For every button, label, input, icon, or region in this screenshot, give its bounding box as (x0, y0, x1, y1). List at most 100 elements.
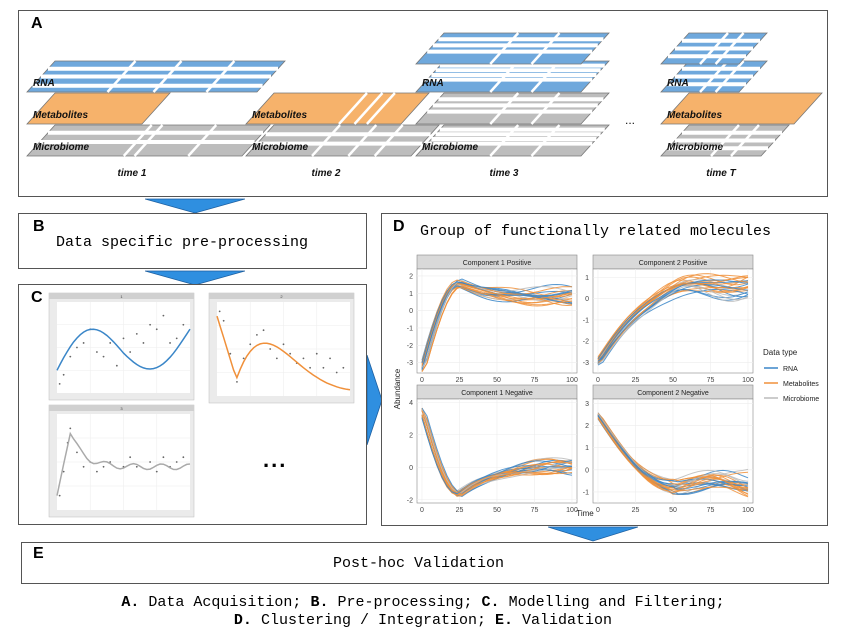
mini-plot-rna-point-9 (115, 364, 118, 367)
mini-plot-microbiome-point-7 (96, 470, 98, 473)
facet-2-series-20 (597, 285, 749, 365)
facet-1-xtick-3: 75 (531, 377, 539, 384)
facet-3-xtick-3: 75 (531, 507, 539, 514)
facet-4-ytick-3: 0 (585, 467, 589, 474)
mini-plot-rna-point-0 (58, 383, 61, 385)
time1-microbiome-layer-col-1 (133, 124, 164, 157)
panel-c: C 1 2 3 ... (18, 284, 367, 525)
facet-3-xtick-2: 50 (493, 507, 501, 514)
time3-top-layer-col-1 (530, 32, 561, 65)
facet-4-xtick-4: 100 (742, 507, 754, 514)
panel-d-title: Group of functionally related molecules (420, 223, 772, 240)
timeT-rna-layer-label: RNA (667, 78, 689, 89)
panel-c-ellipsis: ... (263, 447, 288, 472)
facet-2-xtick-1: 25 (632, 377, 640, 384)
time3-middle-layer-col-1 (530, 92, 561, 125)
facet-1-series-21 (421, 279, 573, 362)
caption-line-2: D. Clustering / Integration; E. Validati… (0, 612, 846, 629)
caption-key-e: E. (495, 612, 514, 629)
facet-4-series-23 (597, 417, 749, 495)
facet-3-xtick-4: 100 (566, 507, 578, 514)
facet-4-series-19 (597, 414, 749, 490)
caption-text-b: Pre-processing; (337, 594, 473, 611)
mini-plot-metabolites-trend-line (216, 315, 351, 391)
caption-text-e: Validation (522, 612, 613, 629)
time3-microbiome-layer: Microbiome (415, 124, 610, 157)
mini-plot-metabolites-title: 2 (280, 294, 283, 299)
facet-4-title: Component 2 Negative (637, 390, 709, 397)
timeT-rna-layer: RNA (660, 60, 768, 93)
mini-plot-metabolites-point-18 (335, 371, 338, 374)
facet-1-xtick-4: 100 (566, 377, 578, 384)
panel-d: D Group of functionally related molecule… (381, 213, 828, 526)
mini-plot-rna-point-2 (69, 355, 72, 358)
facet-1-series-22 (421, 281, 573, 364)
time1-metabolites-layer-label: Metabolites (33, 110, 88, 121)
time3-top-layer (415, 32, 610, 65)
panel-a-diagram: Microbiome Metabolites RNA Microbiome Metabo… (26, 32, 823, 179)
panel-a-label: A (31, 15, 43, 32)
caption-key-b: B. (310, 594, 329, 611)
x-axis-label: Time (576, 509, 594, 518)
time-label-2: time 2 (312, 168, 341, 179)
arrow-c-to-d (366, 355, 383, 445)
mini-plot-rna-point-4 (82, 342, 85, 344)
mini-plot-metabolites-point-2 (229, 352, 232, 355)
mini-plot-microbiome-point-15 (162, 456, 165, 459)
panel-b-label: B (33, 218, 45, 235)
time2-metabolites-layer-sheet (245, 92, 430, 125)
facet-2-xtick-3: 75 (707, 377, 715, 384)
time1-microbiome-layer-col-2 (187, 124, 218, 157)
mini-plot-microbiome-point-4 (76, 451, 78, 454)
time1-microbiome-layer-col-0 (122, 124, 153, 157)
facet-1-title: Component 1 Positive (463, 260, 532, 267)
mini-plot-metabolites-point-5 (249, 343, 252, 346)
facet-4-series-21 (597, 418, 749, 492)
facet-1-series-16 (421, 285, 573, 370)
facet-1-ytick-5: -3 (407, 360, 413, 367)
facet-4-xtick-1: 25 (632, 507, 640, 514)
mini-plot-microbiome-point-11 (129, 456, 132, 459)
facet-2-series-23 (597, 275, 749, 358)
caption-text-a: Data Acquisition; (148, 594, 302, 611)
mini-plot-metabolites: 2 (208, 292, 355, 404)
timeT-microbiome-layer: Microbiome (660, 124, 790, 157)
mini-plot-metabolites-point-11 (289, 352, 292, 355)
mini-plot-microbiome: 3 (48, 404, 195, 518)
panel-e-title: Post-hoc Validation (333, 555, 505, 572)
legend-label-1: RNA (783, 366, 798, 373)
mini-plot-metabolites-point-15 (315, 352, 318, 355)
time3-rna-layer-col-1 (530, 60, 561, 93)
mini-plot-rna-point-14 (149, 323, 152, 326)
timeT-top-layer-col-0 (699, 32, 729, 65)
panel-a-ellipsis: ... (625, 113, 635, 127)
facet-1-ytick-4: -2 (407, 343, 413, 350)
mini-plot-microbiome-point-13 (149, 461, 152, 463)
mini-plot-rna-point-6 (96, 351, 98, 353)
time3-microbiome-layer-label: Microbiome (422, 142, 479, 153)
facet-2-xtick-2: 50 (669, 377, 677, 384)
time2-microbiome-layer-col-1 (347, 124, 378, 157)
mini-plot-metabolites-point-13 (302, 357, 305, 360)
mini-plot-metabolites-point-14 (309, 366, 311, 369)
timeT-rna-layer-col-0 (699, 60, 729, 93)
mini-plot-microbiome-point-3 (69, 427, 72, 430)
mini-plot-rna-trend-line (56, 328, 191, 371)
mini-plot-metabolites-point-3 (236, 381, 238, 383)
mini-plot-rna-point-13 (142, 342, 145, 344)
timeT-microbiome-layer-col-0 (710, 124, 740, 157)
arrow-b-to-c (145, 270, 245, 286)
time1-rna-layer-col-1 (152, 60, 183, 93)
facet-4-xtick-0: 0 (596, 507, 600, 514)
mini-plot-rna: 1 (48, 292, 195, 401)
mini-plot-rna-point-3 (76, 346, 78, 349)
y-axis-label: Abundance (393, 368, 402, 409)
facet-3-ytick-2: 0 (409, 465, 413, 472)
time2-metabolites-layer-col-1 (353, 92, 384, 125)
mini-plot-rna-point-16 (162, 314, 165, 317)
facet-3-ytick-0: 4 (409, 400, 413, 407)
mini-plot-metabolites-point-1 (222, 319, 225, 322)
mini-plot-microbiome-point-14 (155, 470, 158, 473)
mini-plot-metabolites-point-9 (275, 357, 278, 360)
mini-plot-rna-point-7 (102, 355, 105, 358)
